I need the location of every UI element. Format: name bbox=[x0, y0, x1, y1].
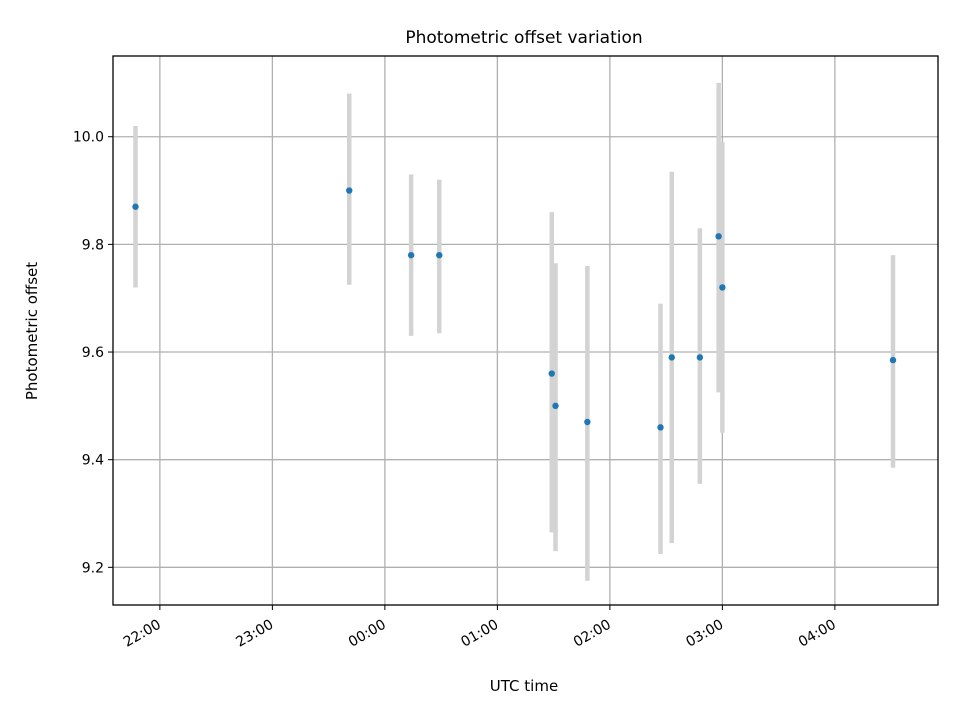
y-tick-label: 9.4 bbox=[82, 453, 104, 469]
y-tick-label: 10.0 bbox=[73, 130, 104, 146]
data-point bbox=[696, 354, 704, 361]
x-axis-label: UTC time bbox=[490, 677, 558, 695]
y-tick-label: 9.8 bbox=[82, 237, 104, 253]
y-tick-label: 9.2 bbox=[82, 560, 104, 576]
data-point bbox=[719, 284, 726, 291]
chart-title: Photometric offset variation bbox=[405, 28, 642, 48]
y-axis-ticks: 9.2 9.4 9.6 9.8 10.0 bbox=[73, 130, 113, 576]
y-axis-label: Photometric offset bbox=[23, 262, 41, 400]
data-point bbox=[407, 251, 415, 259]
data-point bbox=[132, 203, 139, 210]
data-point bbox=[657, 424, 664, 431]
data-points bbox=[132, 187, 897, 431]
y-tick-label: 9.6 bbox=[82, 345, 104, 361]
data-point bbox=[552, 402, 559, 410]
data-point bbox=[436, 251, 443, 259]
data-point bbox=[346, 187, 353, 194]
data-point bbox=[715, 233, 722, 240]
data-point bbox=[548, 370, 555, 377]
data-point bbox=[668, 354, 675, 361]
plot-frame bbox=[112, 55, 939, 606]
data-point bbox=[584, 418, 591, 426]
data-point bbox=[889, 356, 897, 364]
